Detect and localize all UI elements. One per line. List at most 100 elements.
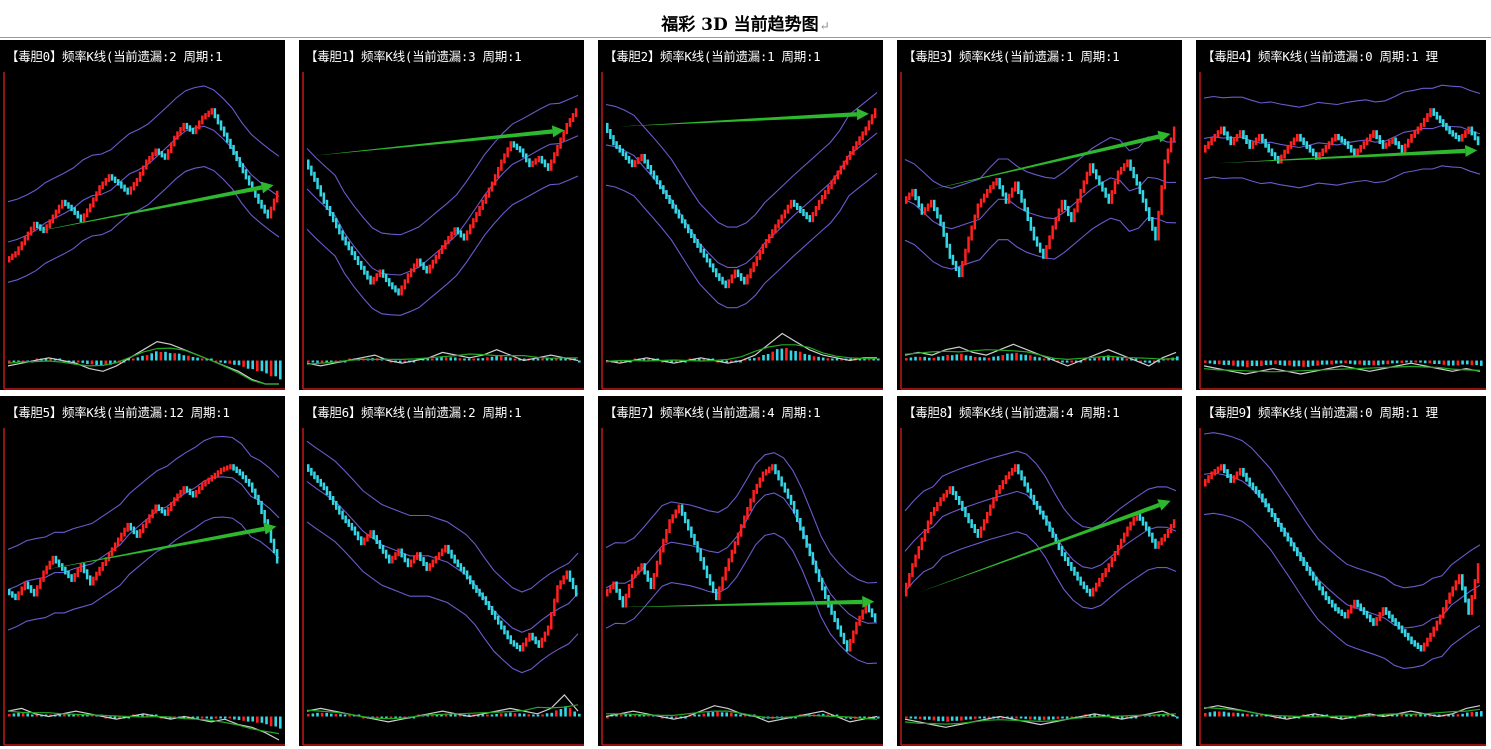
- candle: [1318, 581, 1321, 591]
- macd-bar: [504, 356, 508, 361]
- macd-bar: [219, 716, 222, 719]
- candle: [861, 131, 864, 141]
- macd-bar: [1419, 714, 1422, 717]
- candle: [1216, 466, 1220, 473]
- macd-bar: [330, 713, 333, 717]
- candle: [481, 592, 484, 601]
- candle: [1289, 141, 1293, 149]
- candle: [350, 522, 354, 531]
- candle: [1461, 133, 1464, 142]
- candle: [755, 256, 758, 267]
- candle: [57, 559, 61, 568]
- candle: [612, 581, 615, 590]
- candle: [1413, 640, 1416, 647]
- candle: [113, 176, 117, 183]
- candle: [453, 227, 456, 236]
- candle: [198, 486, 201, 494]
- candle: [497, 615, 500, 625]
- candle: [163, 153, 167, 160]
- macd-bar: [794, 351, 797, 361]
- candle: [45, 224, 48, 234]
- macd-bar: [109, 360, 112, 365]
- macd-bar: [1134, 358, 1138, 361]
- trend-arrow-head: [1157, 130, 1171, 143]
- macd-bar: [684, 360, 687, 363]
- macd-bar: [817, 356, 820, 361]
- macd-bar: [1461, 360, 1464, 365]
- candle: [1163, 159, 1166, 190]
- macd-bar: [1047, 716, 1050, 720]
- candle: [182, 486, 185, 494]
- candle: [718, 273, 721, 281]
- osc-signal-line: [306, 353, 578, 365]
- candle: [98, 566, 101, 576]
- macd-bar: [937, 716, 940, 722]
- candle: [76, 210, 79, 219]
- macd-bar: [785, 347, 788, 361]
- candle: [1407, 138, 1410, 148]
- candle: [1337, 133, 1340, 141]
- band-mid-line: [306, 481, 579, 633]
- candle: [222, 466, 226, 472]
- candle: [606, 122, 609, 133]
- candle: [254, 187, 257, 198]
- macd-bar: [1084, 358, 1087, 361]
- macd-bar: [1213, 711, 1216, 717]
- macd-bar: [969, 355, 972, 361]
- candle: [11, 591, 14, 598]
- macd-bar: [1107, 714, 1110, 717]
- candle: [1292, 542, 1296, 552]
- candle: [783, 209, 787, 219]
- candle: [378, 540, 382, 549]
- candle: [459, 563, 463, 571]
- candle: [849, 151, 852, 160]
- macd-bar: [343, 714, 347, 717]
- macd-bar: [730, 712, 733, 717]
- candle: [232, 464, 235, 471]
- candle: [1435, 111, 1439, 120]
- macd-bar: [748, 358, 751, 361]
- trend-arrow-shaft: [312, 129, 553, 156]
- candle: [727, 558, 730, 571]
- candle: [627, 155, 631, 164]
- macd-bar: [76, 714, 80, 717]
- candle: [917, 546, 920, 559]
- candle: [802, 209, 805, 217]
- band-lower-line: [904, 531, 1177, 610]
- candle: [1426, 637, 1429, 647]
- candle: [982, 193, 986, 203]
- candle: [469, 575, 472, 585]
- macd-bar: [200, 716, 204, 719]
- candle: [1238, 130, 1242, 138]
- macd-bar: [1391, 360, 1394, 364]
- candle: [739, 273, 743, 281]
- candle: [512, 640, 516, 647]
- candle: [394, 552, 397, 560]
- candle: [1070, 562, 1073, 571]
- candle: [1169, 524, 1173, 533]
- candle: [403, 279, 407, 290]
- macd-bar: [941, 716, 945, 722]
- chart-svg: [3, 72, 285, 390]
- candle: [562, 575, 565, 585]
- candle: [1251, 482, 1255, 491]
- macd-bar: [518, 358, 521, 361]
- macd-bar: [1236, 360, 1240, 367]
- macd-bar: [1232, 360, 1235, 366]
- candle: [973, 214, 976, 230]
- candle: [419, 258, 422, 267]
- trend-arrow-shaft: [926, 134, 1160, 191]
- macd-bar: [316, 360, 319, 363]
- chart-panel-0: 【毒胆0】频率K线(当前遗漏:2 周期:1: [0, 40, 285, 390]
- macd-bar: [1204, 360, 1207, 363]
- macd-bar: [348, 714, 351, 717]
- candle: [1232, 475, 1236, 483]
- candle: [185, 486, 189, 493]
- candle: [1151, 532, 1154, 543]
- candle: [637, 157, 640, 165]
- candle: [107, 552, 111, 562]
- candle: [176, 493, 179, 502]
- candle: [391, 282, 394, 290]
- candle: [926, 520, 930, 533]
- candle: [1007, 193, 1011, 204]
